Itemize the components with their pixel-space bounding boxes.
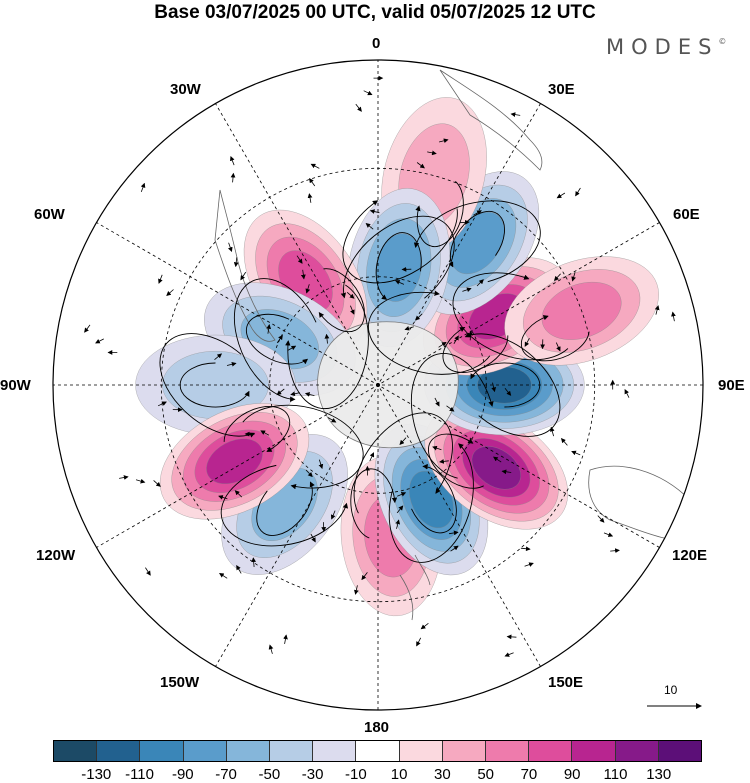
colorbar-tick-label: -90 xyxy=(171,766,194,783)
colorbar-swatch xyxy=(529,741,573,761)
anomaly-s-america-high xyxy=(159,403,310,520)
colorbar-tick-label: 130 xyxy=(646,766,672,783)
colorbar-tick-label: -30 xyxy=(301,766,324,783)
colorbar-swatch xyxy=(658,741,702,761)
colorbar-swatch xyxy=(399,741,443,761)
new-zealand-land xyxy=(399,554,431,621)
lon-label-30e: 30E xyxy=(548,81,575,98)
south-america-land xyxy=(214,189,276,342)
lon-label-90w: 90W xyxy=(0,377,31,394)
colorbar-tick-label: -70 xyxy=(215,766,237,783)
wind-streamlines xyxy=(84,75,676,657)
colorbar-swatch xyxy=(140,741,184,761)
colorbar-tick-label: 90 xyxy=(563,766,581,783)
colorbar-swatch xyxy=(270,741,314,761)
graticule xyxy=(53,60,703,710)
map-title: Base 03/07/2025 00 UTC, valid 05/07/2025… xyxy=(154,2,596,23)
lon-label-150e: 150E xyxy=(548,674,584,691)
lon-label-60w: 60W xyxy=(34,206,65,223)
colorbar-swatch xyxy=(486,741,530,761)
lon-label-0: 0 xyxy=(372,35,381,52)
colorbar xyxy=(53,740,702,762)
colorbar-swatch xyxy=(615,741,659,761)
lon-label-180: 180 xyxy=(364,719,390,736)
colorbar-swatch xyxy=(356,741,400,761)
colorbar-tick-label: -110 xyxy=(125,766,154,783)
brand-mark: © xyxy=(718,37,727,46)
colorbar-tick-label: 30 xyxy=(434,766,451,783)
lon-label-90e: 90E xyxy=(718,377,745,394)
colorbar-tick-label: -50 xyxy=(258,766,281,783)
colorbar-tick-label: 70 xyxy=(520,766,538,783)
colorbar-swatch xyxy=(54,741,98,761)
colorbar-swatch xyxy=(226,741,271,761)
lon-label-30w: 30W xyxy=(170,81,201,98)
colorbar-tick-label: 110 xyxy=(603,766,628,783)
colorbar-swatch xyxy=(97,741,141,761)
colorbar-tick-label: -10 xyxy=(345,766,367,783)
lon-label-150w: 150W xyxy=(160,674,200,691)
colorbar-swatch xyxy=(572,741,616,761)
lon-label-60e: 60E xyxy=(673,206,700,223)
brand-name: MODES xyxy=(606,35,719,59)
colorbar-tick-label: 10 xyxy=(390,766,408,783)
colorbar-swatch xyxy=(313,741,357,761)
brand-logo: MODES© xyxy=(606,35,726,59)
colorbar-tick-label: 50 xyxy=(477,766,494,783)
lon-label-120e: 120E xyxy=(672,547,708,564)
colorbar-tick-label: -130 xyxy=(81,766,112,783)
map-boundary xyxy=(52,59,704,711)
colorbar-swatch xyxy=(183,741,227,761)
lon-label-120w: 120W xyxy=(36,547,76,564)
reference-vector-label: 10 xyxy=(664,683,678,697)
colorbar-swatch xyxy=(442,741,487,761)
africa-land xyxy=(439,69,543,171)
